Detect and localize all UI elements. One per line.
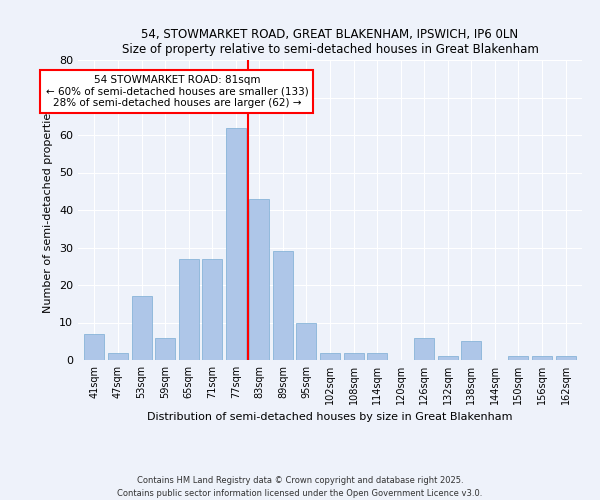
X-axis label: Distribution of semi-detached houses by size in Great Blakenham: Distribution of semi-detached houses by … [147, 412, 513, 422]
Bar [508, 356, 529, 360]
Bar [85, 334, 104, 360]
Y-axis label: Number of semi-detached properties: Number of semi-detached properties [43, 107, 53, 313]
Bar [461, 341, 481, 360]
Bar [226, 128, 246, 360]
Bar [414, 338, 434, 360]
Bar [296, 322, 316, 360]
Bar [273, 251, 293, 360]
Bar [131, 296, 152, 360]
Bar [532, 356, 552, 360]
Bar [202, 259, 222, 360]
Bar [320, 352, 340, 360]
Title: 54, STOWMARKET ROAD, GREAT BLAKENHAM, IPSWICH, IP6 0LN
Size of property relative: 54, STOWMARKET ROAD, GREAT BLAKENHAM, IP… [122, 28, 538, 56]
Bar [155, 338, 175, 360]
Text: Contains HM Land Registry data © Crown copyright and database right 2025.
Contai: Contains HM Land Registry data © Crown c… [118, 476, 482, 498]
Bar [556, 356, 575, 360]
Bar [108, 352, 128, 360]
Bar [367, 352, 387, 360]
Bar [344, 352, 364, 360]
Bar [438, 356, 458, 360]
Text: 54 STOWMARKET ROAD: 81sqm
← 60% of semi-detached houses are smaller (133)
28% of: 54 STOWMARKET ROAD: 81sqm ← 60% of semi-… [46, 75, 308, 108]
Bar [250, 198, 269, 360]
Bar [179, 259, 199, 360]
